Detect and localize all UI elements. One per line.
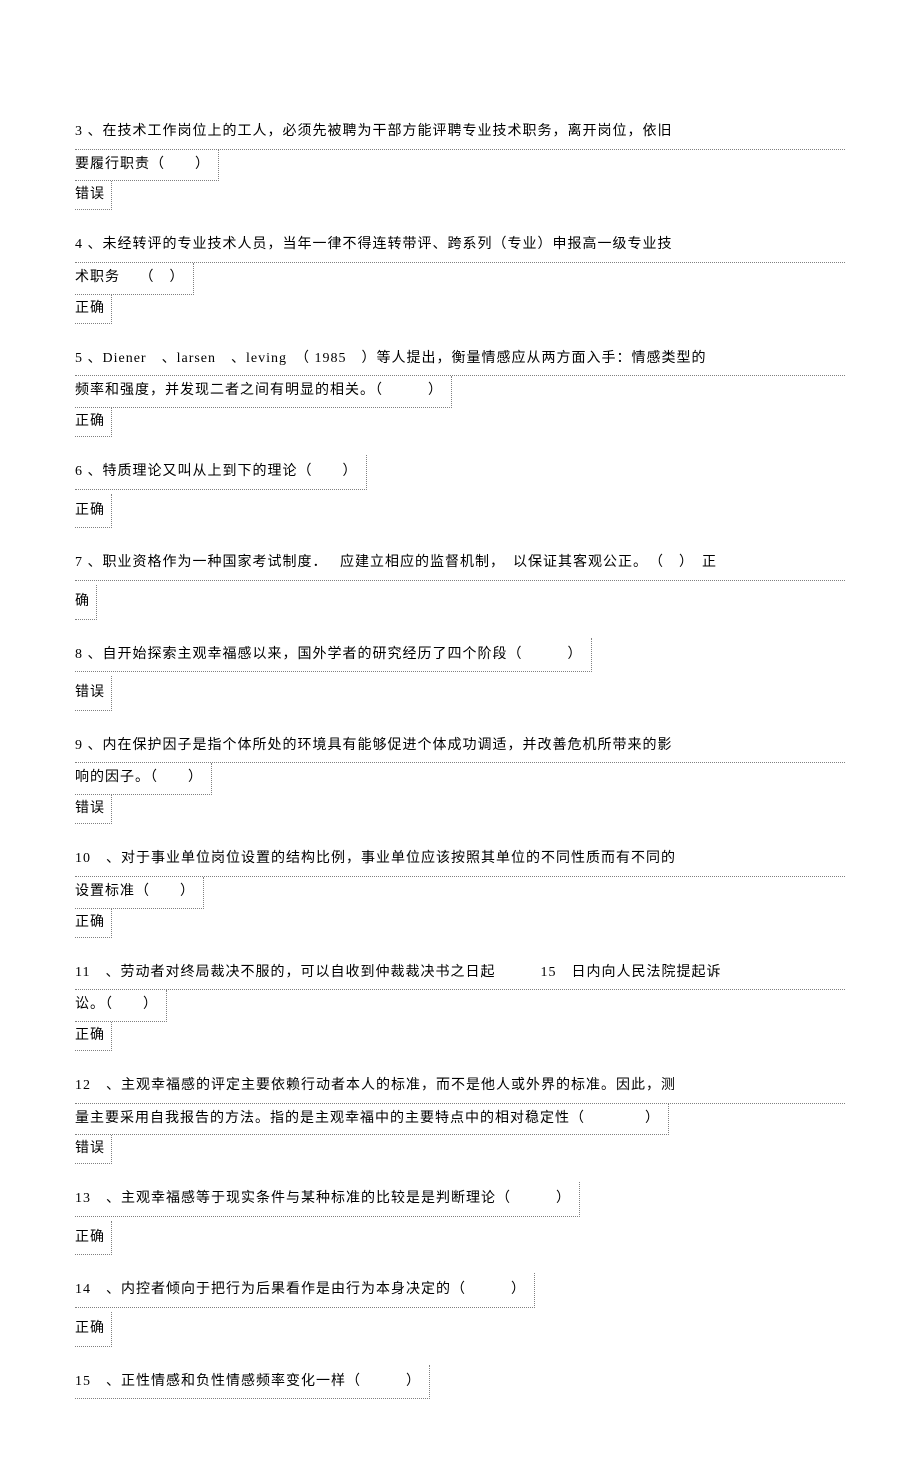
answer-text: 正确: [75, 295, 112, 324]
answer-text: 正确: [75, 909, 112, 938]
question-text: 8 、自开始探索主观幸福感以来，国外学者的研究经历了四个阶段（ ）: [75, 638, 592, 673]
question-11: 11 、劳动者对终局裁决不服的，可以自收到仲裁裁决书之日起 15 日内向人民法院…: [75, 956, 845, 1051]
question-text: 11 、劳动者对终局裁决不服的，可以自收到仲裁裁决书之日起 15 日内向人民法院…: [75, 956, 845, 991]
question-text-second: 响的因子。（ ）: [75, 763, 212, 795]
question-text: 5 、Diener 、larsen 、leving （ 1985 ）等人提出，衡…: [75, 342, 845, 377]
question-text-second: 要履行职责（ ）: [75, 150, 219, 182]
answer-text: 正确: [75, 408, 112, 437]
answer-text: 正确: [75, 1312, 112, 1347]
question-10: 10 、对于事业单位岗位设置的结构比例，事业单位应该按照其单位的不同性质而有不同…: [75, 842, 845, 937]
question-text: 13 、主观幸福感等于现实条件与某种标准的比较是是判断理论（ ）: [75, 1182, 580, 1217]
question-12: 12 、主观幸福感的评定主要依赖行动者本人的标准，而不是他人或外界的标准。因此，…: [75, 1069, 845, 1164]
question-text-second: 量主要采用自我报告的方法。指的是主观幸福中的主要特点中的相对稳定性（ ）: [75, 1104, 669, 1136]
answer-text: 错误: [75, 676, 112, 711]
question-14: 14 、内控者倾向于把行为后果看作是由行为本身决定的（ ） 正确: [75, 1273, 845, 1346]
answer-text: 错误: [75, 1135, 112, 1164]
answer-text: 错误: [75, 795, 112, 824]
question-text: 10 、对于事业单位岗位设置的结构比例，事业单位应该按照其单位的不同性质而有不同…: [75, 842, 845, 877]
question-text: 15 、正性情感和负性情感频率变化一样（ ）: [75, 1365, 430, 1400]
answer-text: 确: [75, 585, 97, 620]
question-13: 13 、主观幸福感等于现实条件与某种标准的比较是是判断理论（ ） 正确: [75, 1182, 845, 1255]
question-3: 3 、在技术工作岗位上的工人，必须先被聘为干部方能评聘专业技术职务，离开岗位，依…: [75, 115, 845, 210]
question-text: 4 、未经转评的专业技术人员，当年一律不得连转带评、跨系列（专业）申报高一级专业…: [75, 228, 845, 263]
question-6: 6 、特质理论又叫从上到下的理论（ ） 正确: [75, 455, 845, 528]
question-text-second: 术职务 （ ）: [75, 263, 194, 295]
question-text: 12 、主观幸福感的评定主要依赖行动者本人的标准，而不是他人或外界的标准。因此，…: [75, 1069, 845, 1104]
question-text-second: 讼。（ ）: [75, 990, 167, 1022]
question-7: 7 、职业资格作为一种国家考试制度． 应建立相应的监督机制， 以保证其客观公正。…: [75, 546, 845, 619]
question-15: 15 、正性情感和负性情感频率变化一样（ ）: [75, 1365, 845, 1400]
answer-text: 正确: [75, 1022, 112, 1051]
question-text-second: 设置标准（ ）: [75, 877, 204, 909]
question-4: 4 、未经转评的专业技术人员，当年一律不得连转带评、跨系列（专业）申报高一级专业…: [75, 228, 845, 323]
answer-text: 错误: [75, 181, 112, 210]
question-text: 7 、职业资格作为一种国家考试制度． 应建立相应的监督机制， 以保证其客观公正。…: [75, 546, 845, 581]
question-text: 9 、内在保护因子是指个体所处的环境具有能够促进个体成功调适，并改善危机所带来的…: [75, 729, 845, 764]
answer-text: 正确: [75, 1221, 112, 1256]
question-text-second: 频率和强度，并发现二者之间有明显的相关。（ ）: [75, 376, 452, 408]
question-5: 5 、Diener 、larsen 、leving （ 1985 ）等人提出，衡…: [75, 342, 845, 437]
answer-text: 正确: [75, 494, 112, 529]
question-text: 6 、特质理论又叫从上到下的理论（ ）: [75, 455, 367, 490]
question-9: 9 、内在保护因子是指个体所处的环境具有能够促进个体成功调适，并改善危机所带来的…: [75, 729, 845, 824]
question-text: 3 、在技术工作岗位上的工人，必须先被聘为干部方能评聘专业技术职务，离开岗位，依…: [75, 115, 845, 150]
question-8: 8 、自开始探索主观幸福感以来，国外学者的研究经历了四个阶段（ ） 错误: [75, 638, 845, 711]
